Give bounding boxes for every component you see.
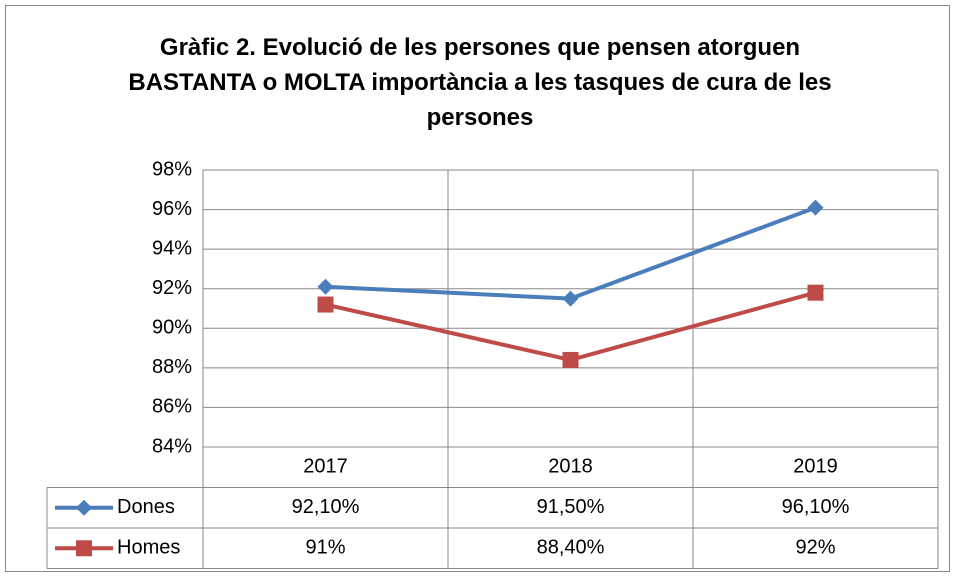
legend-label: Homes [117,537,180,559]
data-label: 91% [305,537,345,559]
y-tick-label: 92% [152,277,192,299]
point-marker [807,284,824,301]
x-tick-label: 2018 [548,456,593,478]
point-marker [562,351,579,368]
x-tick-label: 2019 [793,456,838,478]
legend-marker [76,499,92,516]
legend-label: Dones [117,496,175,518]
point-marker [317,278,334,295]
y-tick-label: 84% [152,435,192,457]
y-tick-label: 86% [152,396,192,418]
point-marker [317,296,334,313]
y-tick-label: 94% [152,237,192,259]
x-tick-label: 2017 [303,456,348,478]
data-label: 96,10% [782,496,850,518]
y-tick-label: 90% [152,317,192,339]
y-tick-label: 88% [152,356,192,378]
y-tick-label: 98% [152,158,192,180]
data-label: 92,10% [292,496,360,518]
series-line [325,205,817,301]
legend-marker [76,540,92,557]
data-label: 91,50% [537,496,605,518]
y-tick-label: 96% [152,198,192,220]
chart-title: Gràfic 2. Evolució de les persones que p… [128,34,832,131]
data-label: 92% [795,537,835,559]
data-label: 88,40% [537,537,605,559]
point-marker [562,290,579,307]
chart-border [5,5,950,572]
point-marker [807,199,824,216]
